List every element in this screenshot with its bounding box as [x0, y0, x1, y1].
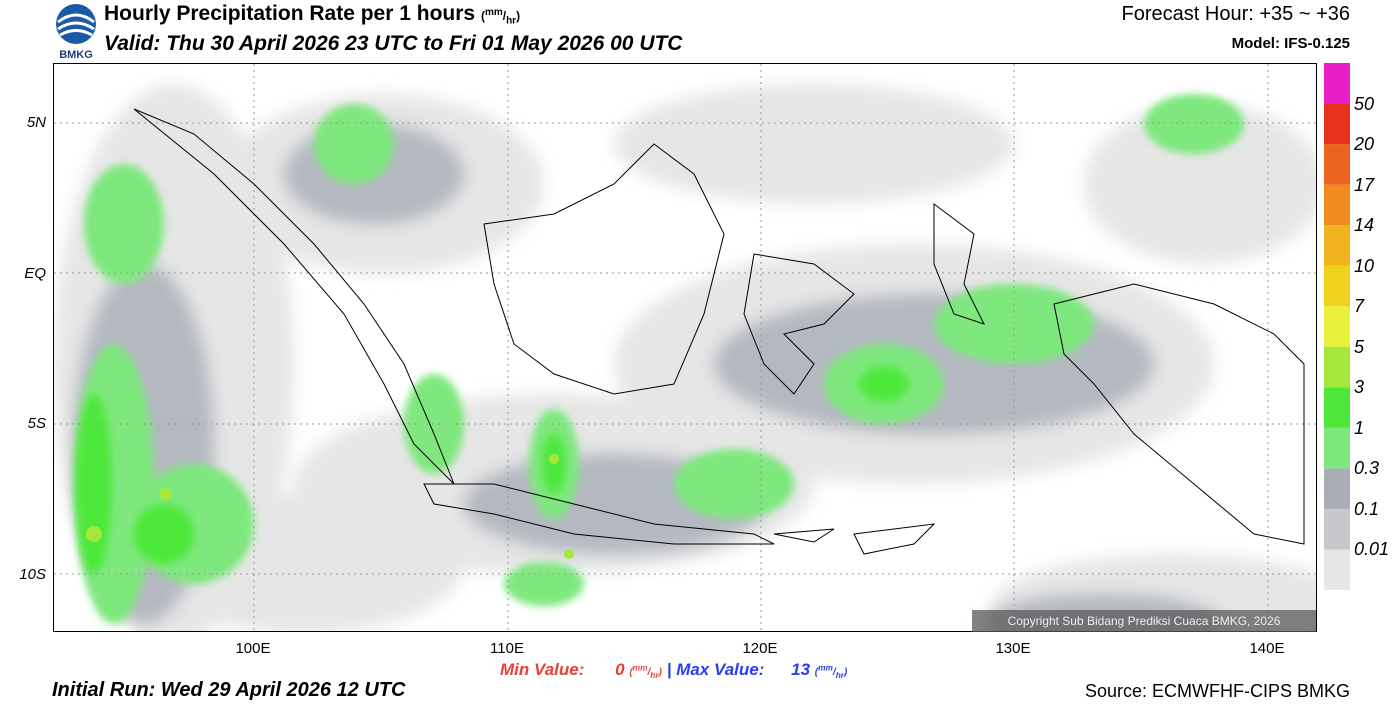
colorbar-swatch	[1324, 265, 1350, 307]
lon-label-110e: 110E	[490, 640, 524, 657]
max-value: 13	[791, 660, 811, 679]
initial-run: Initial Run: Wed 29 April 2026 12 UTC	[52, 679, 406, 701]
colorbar-level-label: 20	[1354, 134, 1375, 155]
colorbar-swatch	[1324, 468, 1350, 509]
colorbar-swatch	[1324, 549, 1350, 590]
colorbar	[1324, 63, 1350, 590]
valid-period: Valid: Thu 30 April 2026 23 UTC to Fri 0…	[104, 32, 683, 55]
colorbar-swatch	[1324, 63, 1350, 104]
map-canvas	[54, 64, 1316, 631]
lon-label-120e: 120E	[742, 640, 778, 657]
colorbar-level-label: 14	[1354, 215, 1375, 236]
data-source: Source: ECMWFHF-CIPS BMKG	[1084, 681, 1350, 701]
min-value-label: Min Value:	[500, 660, 585, 679]
lon-label-140e: 140E	[1249, 640, 1285, 657]
coastlines	[133, 108, 1305, 555]
colorbar-level-label: 5	[1354, 336, 1365, 357]
lat-label-eq: EQ	[24, 265, 46, 282]
colorbar-swatch	[1324, 346, 1350, 388]
colorbar-swatch	[1324, 103, 1350, 145]
colorbar-swatch	[1324, 184, 1350, 226]
colorbar-level-label: 50	[1354, 93, 1375, 114]
colorbar-swatch	[1324, 508, 1350, 550]
colorbar-level-label: 7	[1354, 296, 1365, 317]
colorbar-level-label: 0.01	[1354, 539, 1390, 560]
colorbar-level-label: 10	[1354, 255, 1375, 276]
colorbar-level-label: 0.1	[1354, 498, 1380, 519]
precip-yellow-spots	[86, 454, 574, 559]
lat-label-10s: 10S	[19, 566, 46, 583]
colorbar-level-label: 1	[1354, 417, 1365, 438]
lon-label-130e: 130E	[995, 640, 1031, 657]
colorbar-swatches	[1324, 63, 1350, 590]
colorbar-level-label: 17	[1354, 174, 1375, 195]
model-name: Model: IFS-0.125	[1231, 35, 1350, 52]
colorbar-swatch	[1324, 427, 1350, 469]
chart-title: Hourly Precipitation Rate per 1 hours (m…	[104, 2, 521, 27]
colorbar-swatch	[1324, 387, 1350, 428]
colorbar-swatch	[1324, 225, 1350, 266]
separator: |	[666, 660, 672, 679]
colorbar-level-label: 0.3	[1354, 458, 1380, 479]
colorbar-swatch	[1324, 306, 1350, 347]
forecast-hour: Forecast Hour: +35 ~ +36	[1121, 3, 1350, 25]
lat-label-5n: 5N	[26, 114, 46, 131]
svg-text:BMKG: BMKG	[59, 49, 93, 60]
colorbar-swatch	[1324, 144, 1350, 185]
grid-lines	[54, 64, 1316, 631]
lat-label-5s: 5S	[27, 415, 46, 432]
min-value: 0	[615, 660, 625, 679]
lon-label-100e: 100E	[235, 640, 271, 657]
copyright-note: Copyright Sub Bidang Prediksi Cuaca BMKG…	[972, 610, 1316, 632]
precipitation-map	[53, 63, 1317, 632]
colorbar-level-label: 3	[1354, 377, 1365, 398]
max-value-label: Max Value:	[676, 660, 765, 679]
bmkg-logo: BMKG	[52, 2, 100, 61]
min-max-values: Min Value: 0 (mm/hr) | Max Value: 13 (mm…	[500, 660, 848, 680]
